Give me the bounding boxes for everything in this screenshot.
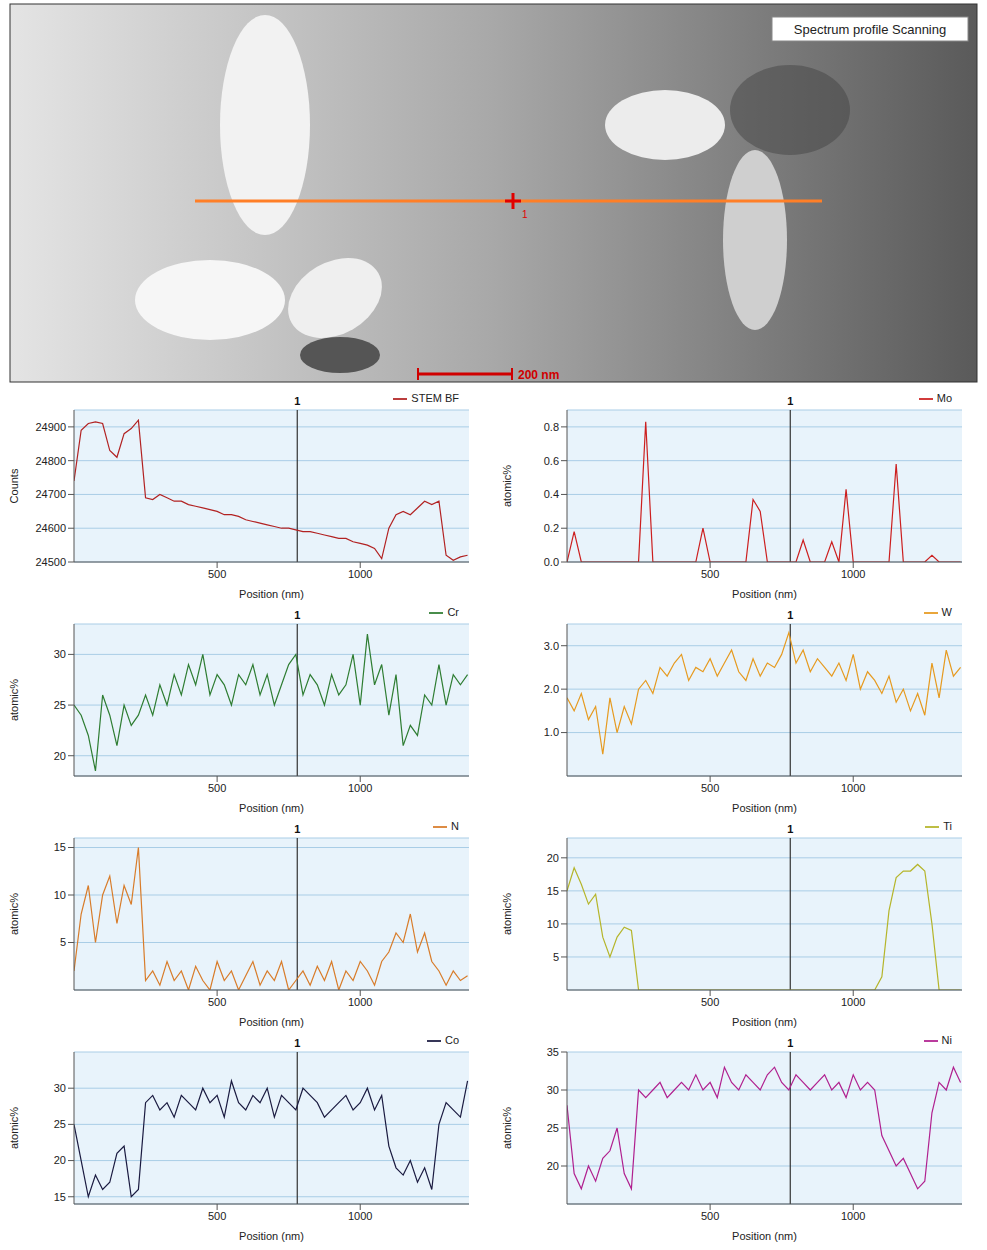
svg-text:1: 1 xyxy=(294,609,300,621)
html-text:STEM BF: STEM BF xyxy=(411,392,459,404)
svg-text:5: 5 xyxy=(60,936,66,948)
svg-text:24900: 24900 xyxy=(35,421,66,433)
svg-text:1: 1 xyxy=(787,1037,793,1049)
svg-text:25: 25 xyxy=(54,1118,66,1130)
svg-text:Position (nm): Position (nm) xyxy=(239,802,304,814)
svg-text:200 nm: 200 nm xyxy=(518,368,559,382)
svg-text:1000: 1000 xyxy=(841,1210,865,1222)
svg-text:24500: 24500 xyxy=(35,556,66,568)
svg-text:30: 30 xyxy=(54,1082,66,1094)
svg-text:Counts: Counts xyxy=(8,468,20,503)
html-text:Co: Co xyxy=(444,1034,459,1046)
svg-text:1: 1 xyxy=(522,209,528,220)
svg-text:1: 1 xyxy=(787,823,793,835)
svg-text:1000: 1000 xyxy=(348,782,372,794)
svg-text:20: 20 xyxy=(54,750,66,762)
svg-text:1000: 1000 xyxy=(841,568,865,580)
svg-text:1.0: 1.0 xyxy=(544,726,559,738)
svg-text:500: 500 xyxy=(208,1210,226,1222)
svg-text:atomic%: atomic% xyxy=(8,893,20,935)
svg-text:30: 30 xyxy=(547,1084,559,1096)
svg-text:0.2: 0.2 xyxy=(544,522,559,534)
svg-text:500: 500 xyxy=(701,782,719,794)
html-text:Ni: Ni xyxy=(941,1034,952,1046)
svg-text:atomic%: atomic% xyxy=(8,1107,20,1149)
html-text:Mo: Mo xyxy=(936,392,952,404)
svg-text:15: 15 xyxy=(54,1191,66,1203)
svg-text:Position (nm): Position (nm) xyxy=(732,588,797,600)
svg-text:500: 500 xyxy=(701,568,719,580)
svg-text:500: 500 xyxy=(208,782,226,794)
svg-text:Position (nm): Position (nm) xyxy=(732,1016,797,1028)
html-text:N: N xyxy=(451,820,459,832)
svg-text:1000: 1000 xyxy=(841,782,865,794)
svg-text:0.0: 0.0 xyxy=(544,556,559,568)
svg-text:24700: 24700 xyxy=(35,488,66,500)
svg-text:1: 1 xyxy=(294,395,300,407)
svg-text:atomic%: atomic% xyxy=(8,679,20,721)
svg-text:15: 15 xyxy=(54,841,66,853)
svg-text:1000: 1000 xyxy=(348,1210,372,1222)
svg-text:0.8: 0.8 xyxy=(544,421,559,433)
svg-text:2.0: 2.0 xyxy=(544,683,559,695)
svg-text:10: 10 xyxy=(547,918,559,930)
html-text:Cr: Cr xyxy=(447,606,459,618)
svg-text:1: 1 xyxy=(787,395,793,407)
svg-text:500: 500 xyxy=(208,568,226,580)
svg-text:atomic%: atomic% xyxy=(501,893,513,935)
html-text:Ti: Ti xyxy=(943,820,952,832)
svg-text:500: 500 xyxy=(701,1210,719,1222)
svg-text:Spectrum profile Scanning: Spectrum profile Scanning xyxy=(794,22,946,37)
svg-text:25: 25 xyxy=(54,699,66,711)
svg-text:20: 20 xyxy=(54,1154,66,1166)
svg-text:Position (nm): Position (nm) xyxy=(732,802,797,814)
svg-text:20: 20 xyxy=(547,1160,559,1172)
svg-text:15: 15 xyxy=(547,885,559,897)
svg-text:10: 10 xyxy=(54,889,66,901)
svg-text:20: 20 xyxy=(547,852,559,864)
svg-text:500: 500 xyxy=(208,996,226,1008)
html-text:W: W xyxy=(941,606,952,618)
svg-text:1000: 1000 xyxy=(348,568,372,580)
svg-text:Position (nm): Position (nm) xyxy=(239,1016,304,1028)
svg-text:5: 5 xyxy=(553,951,559,963)
svg-text:Position (nm): Position (nm) xyxy=(239,588,304,600)
svg-text:atomic%: atomic% xyxy=(501,465,513,507)
svg-text:Position (nm): Position (nm) xyxy=(732,1230,797,1242)
svg-text:1000: 1000 xyxy=(841,996,865,1008)
svg-text:1: 1 xyxy=(294,1037,300,1049)
svg-text:25: 25 xyxy=(547,1122,559,1134)
svg-text:Position (nm): Position (nm) xyxy=(239,1230,304,1242)
svg-text:atomic%: atomic% xyxy=(501,1107,513,1149)
svg-text:1000: 1000 xyxy=(348,996,372,1008)
svg-text:500: 500 xyxy=(701,996,719,1008)
svg-text:24600: 24600 xyxy=(35,522,66,534)
svg-text:0.6: 0.6 xyxy=(544,455,559,467)
svg-text:3.0: 3.0 xyxy=(544,640,559,652)
svg-text:35: 35 xyxy=(547,1046,559,1058)
svg-text:24800: 24800 xyxy=(35,455,66,467)
svg-text:1: 1 xyxy=(294,823,300,835)
svg-text:30: 30 xyxy=(54,648,66,660)
svg-text:1: 1 xyxy=(787,609,793,621)
svg-text:0.4: 0.4 xyxy=(544,488,559,500)
